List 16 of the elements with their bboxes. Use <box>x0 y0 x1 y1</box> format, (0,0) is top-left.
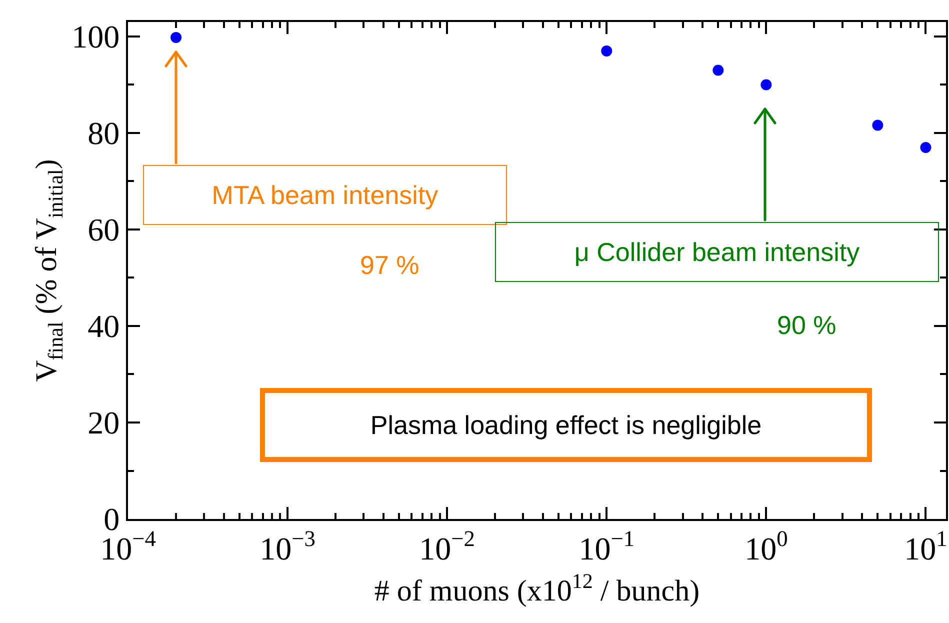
annotation: MTA beam intensity <box>212 180 438 210</box>
y-tick-label: 80 <box>88 115 120 152</box>
annotation: 97 % <box>360 250 420 280</box>
x-tick-label: 10$^{0}$ <box>744 526 788 566</box>
x-tick-label: 10$^{1}$ <box>904 526 948 566</box>
annotation: μ Collider beam intensity <box>574 237 860 267</box>
x-tick-label: 10$^{−2}$ <box>419 526 476 566</box>
annotation: 90 % <box>777 310 836 340</box>
x-axis-title: # of muons (x10$^{12}$ / bunch) <box>374 568 700 608</box>
annotation: Plasma loading effect is negligible <box>370 410 762 440</box>
y-tick-label: 40 <box>88 308 120 344</box>
y-tick-label: 100 <box>72 18 120 55</box>
y-tick-label: 20 <box>88 404 120 441</box>
x-tick-label: 10$^{−1}$ <box>578 526 635 566</box>
y-tick-label: 60 <box>88 212 120 248</box>
x-tick-label: 10$^{−3}$ <box>260 526 316 566</box>
